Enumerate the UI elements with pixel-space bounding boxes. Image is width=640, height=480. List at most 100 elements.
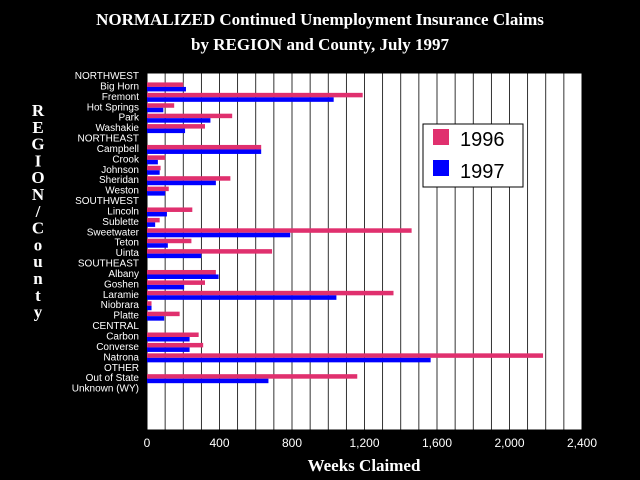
category-label: Unknown (WY) <box>72 384 139 395</box>
category-label: CENTRAL <box>92 321 139 332</box>
category-label: Niobrara <box>101 300 140 311</box>
category-label: Sublette <box>102 217 139 228</box>
bar-1996 <box>147 92 363 98</box>
bar-1996 <box>147 238 192 244</box>
category-label: NORTHWEST <box>75 71 139 82</box>
bar-1997 <box>147 305 152 311</box>
x-tick-label: 1,200 <box>349 436 379 450</box>
bar-1996 <box>147 155 166 160</box>
category-label: Albany <box>108 269 139 280</box>
category-label: Teton <box>115 238 139 249</box>
legend-label-1996: 1996 <box>460 129 505 151</box>
bar-1997 <box>147 149 262 154</box>
category-label: Crook <box>112 154 140 165</box>
bar-1996 <box>147 290 394 296</box>
bar-1996 <box>147 342 204 348</box>
bar-1997 <box>147 170 160 175</box>
bar-1996 <box>147 207 193 212</box>
bars <box>147 82 544 384</box>
category-label: Uinta <box>116 248 140 259</box>
x-tick-label: 2,400 <box>567 436 597 450</box>
bar-1996 <box>147 374 358 379</box>
category-label: Campbell <box>97 144 139 155</box>
bar-1997 <box>147 180 216 186</box>
bar-1996 <box>147 103 175 108</box>
x-tick-labels: 0 400 800 1,200 1,600 2,000 2,400 <box>144 436 598 450</box>
legend-swatch-1996 <box>433 129 449 145</box>
chart-subtitle: by REGION and County, July 1997 <box>191 35 449 54</box>
chart-title: NORMALIZED Continued Unemployment Insura… <box>96 10 544 29</box>
bar-1997 <box>147 86 186 92</box>
category-label: Fremont <box>102 92 139 103</box>
category-label: NORTHEAST <box>78 134 140 145</box>
bar-1997 <box>147 347 190 352</box>
y-axis-title: REGION/County <box>31 101 44 322</box>
x-tick-label: 2,000 <box>494 436 524 450</box>
y-axis-title-char: n <box>33 269 43 288</box>
bar-1996 <box>147 165 161 171</box>
category-label: Park <box>118 113 140 124</box>
category-label: Natrona <box>103 352 139 363</box>
legend-swatch-1997 <box>433 160 449 176</box>
y-axis-title-char: u <box>33 252 42 271</box>
category-label: Washakie <box>95 123 139 134</box>
bar-1997 <box>147 97 334 102</box>
bar-1997 <box>147 316 165 321</box>
bar-1997 <box>147 118 211 123</box>
bar-1996 <box>147 113 233 119</box>
bar-1996 <box>147 311 180 317</box>
y-axis-title-char: O <box>31 168 44 187</box>
bar-1997 <box>147 222 156 227</box>
x-axis-title: Weeks Claimed <box>308 456 421 475</box>
x-tick-label: 400 <box>209 436 229 450</box>
bar-1997 <box>147 232 291 238</box>
x-tick-label: 800 <box>282 436 302 450</box>
legend: 1996 1997 <box>422 123 524 188</box>
bar-1997 <box>147 284 185 290</box>
category-label: SOUTHEAST <box>78 259 139 270</box>
category-label: SOUTHWEST <box>75 196 139 207</box>
y-axis-title-char: I <box>35 151 42 170</box>
category-label: Lincoln <box>107 206 139 217</box>
bar-1996 <box>147 217 160 223</box>
category-label: Big Horn <box>100 81 139 92</box>
category-label: Sweetwater <box>87 227 140 238</box>
category-label: Goshen <box>104 279 139 290</box>
category-label: Carbon <box>106 332 139 343</box>
bar-1997 <box>147 378 269 384</box>
category-label: Platte <box>113 311 139 322</box>
bar-1996 <box>147 144 262 150</box>
y-axis-title-char: G <box>31 135 44 154</box>
bar-1996 <box>147 249 273 254</box>
bar-1996 <box>147 176 231 181</box>
x-tick-label: 1,600 <box>422 436 452 450</box>
category-label: Sheridan <box>99 175 139 186</box>
bar-1996 <box>147 124 205 129</box>
bar-1996 <box>147 301 152 306</box>
category-label: OTHER <box>104 363 139 374</box>
y-axis-title-char: E <box>32 118 43 137</box>
y-axis-title-char: C <box>32 219 44 238</box>
bar-1997 <box>147 357 431 363</box>
bar-1996 <box>147 280 205 285</box>
legend-label-1997: 1997 <box>460 161 505 183</box>
x-tick-label: 0 <box>144 436 151 450</box>
y-axis-title-char: R <box>32 101 45 120</box>
bar-1997 <box>147 159 158 165</box>
bar-1997 <box>147 337 190 342</box>
y-axis-title-char: y <box>34 303 43 322</box>
bar-1996 <box>147 332 199 337</box>
bar-1997 <box>147 274 219 279</box>
bar-1996 <box>147 82 184 87</box>
y-axis-title-char: o <box>34 235 43 254</box>
bar-1996 <box>147 353 544 358</box>
bar-1996 <box>147 186 169 192</box>
y-axis-title-char: / <box>35 202 41 221</box>
category-label: Converse <box>96 342 139 353</box>
bar-1997 <box>147 107 164 113</box>
bar-1997 <box>147 211 167 217</box>
bar-1997 <box>147 253 202 259</box>
category-label: Weston <box>105 186 139 197</box>
